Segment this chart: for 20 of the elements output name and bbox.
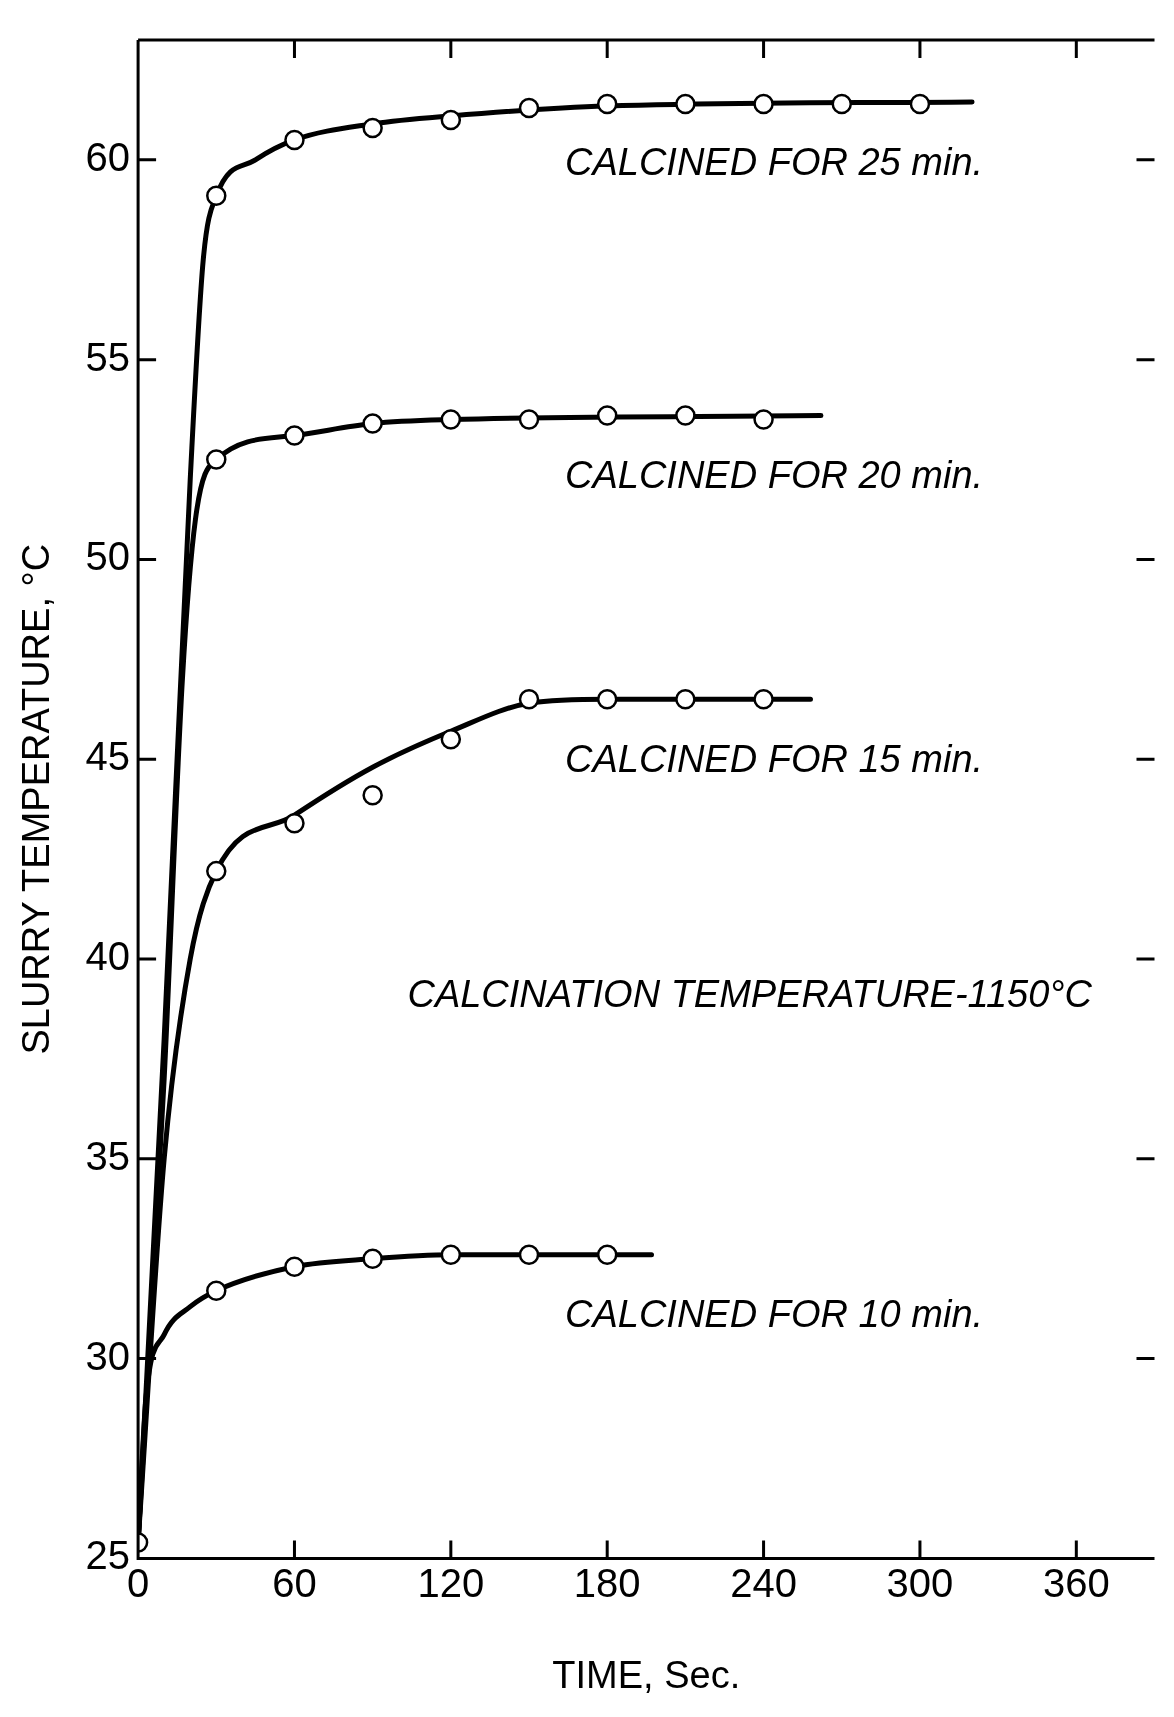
- y-tick-label: 30: [85, 1333, 131, 1378]
- y-tick-label: 55: [85, 334, 131, 379]
- series-label: CALCINED FOR 15 min.: [564, 737, 984, 780]
- y-axis-title: SLURRY TEMPERATURE, °C: [15, 543, 58, 1055]
- x-tick-label: 180: [573, 1561, 641, 1606]
- x-tick-label: 300: [886, 1561, 954, 1606]
- x-axis-title: TIME, Sec.: [552, 1653, 741, 1696]
- series-label: CALCINED FOR 10 min.: [564, 1293, 984, 1336]
- x-tick-label: 120: [417, 1561, 485, 1606]
- x-tick-label: 360: [1042, 1561, 1110, 1606]
- y-tick-label: 60: [85, 134, 131, 179]
- series-label: CALCINED FOR 25 min.: [564, 140, 984, 183]
- x-tick-label: 60: [272, 1561, 317, 1606]
- x-tick-label: 240: [730, 1561, 797, 1606]
- y-tick-label: 45: [85, 734, 131, 779]
- y-tick-label: 35: [85, 1133, 131, 1178]
- annotation: CALCINATION TEMPERATURE-1150°C: [407, 973, 1093, 1016]
- series-label: CALCINED FOR 20 min.: [564, 454, 984, 497]
- y-tick-label: 50: [85, 534, 131, 579]
- y-tick-label: 40: [85, 934, 131, 979]
